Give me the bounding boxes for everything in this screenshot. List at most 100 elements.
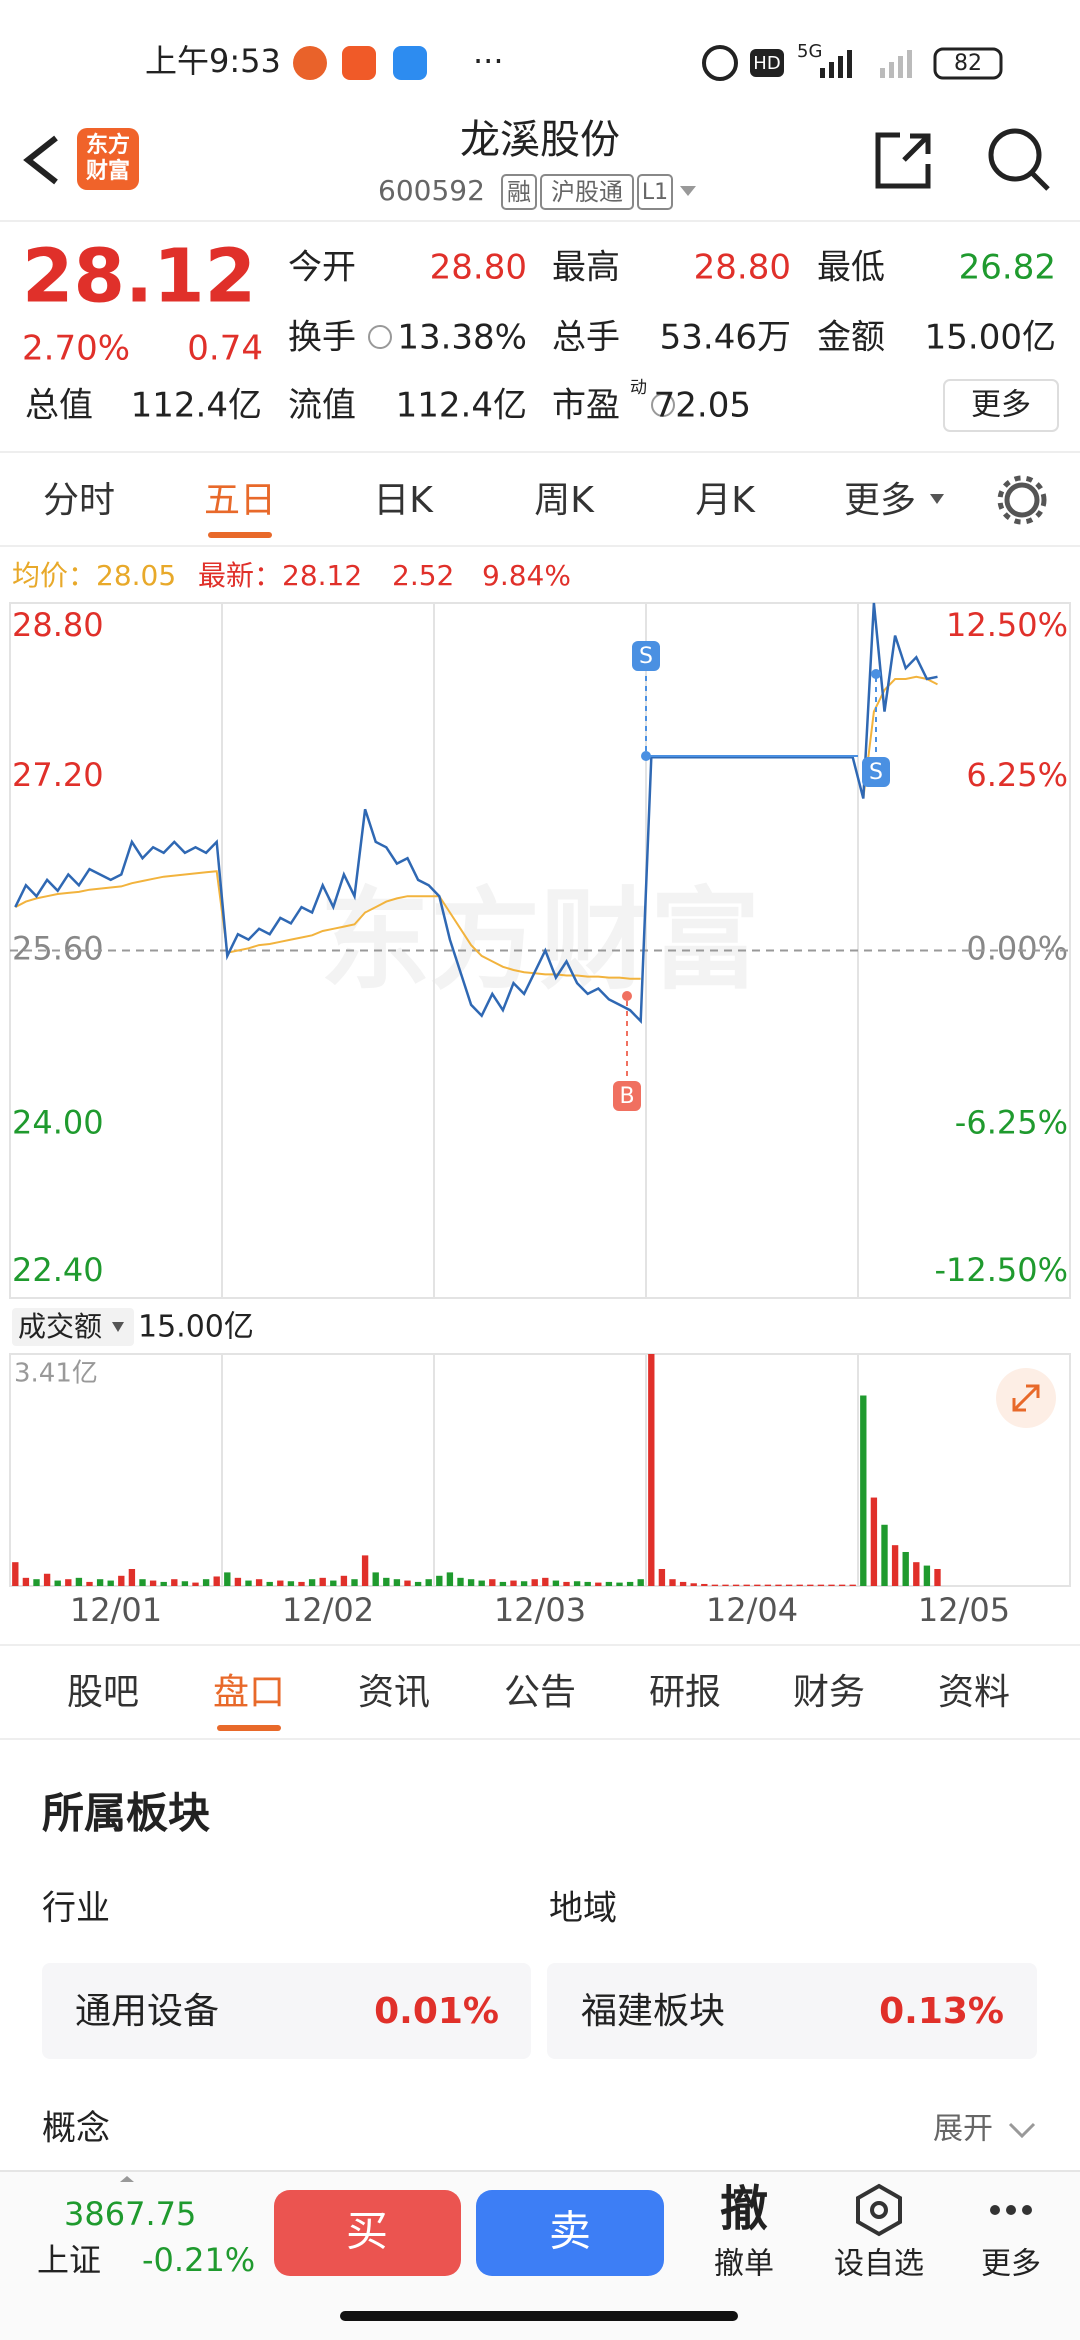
divider: [0, 2170, 1080, 2172]
volume-bar: [202, 1579, 210, 1586]
volume-bar: [255, 1579, 263, 1586]
volume-selector[interactable]: [12, 1308, 134, 1346]
volume-bar: [542, 1577, 549, 1586]
sector-change: 0.13%: [879, 1991, 1004, 2032]
more-icon[interactable]: [990, 2205, 1032, 2215]
buy-text: 买: [346, 2207, 388, 2256]
tab[interactable]: 周K: [534, 480, 595, 521]
sector-label: 行业: [42, 1889, 110, 1929]
tab[interactable]: 股吧: [67, 1672, 139, 1713]
index-arrow[interactable]: [120, 2176, 134, 2182]
change: 0.74: [187, 329, 263, 369]
tab[interactable]: 研报: [649, 1672, 721, 1713]
marker-label: S: [639, 644, 653, 669]
volume-bar: [319, 1577, 326, 1586]
watch-icon[interactable]: [856, 2183, 902, 2237]
sector-name: 福建板块: [581, 1991, 725, 2032]
dropdown-arrow: [112, 1322, 124, 1332]
field-value: 53.46万: [660, 318, 791, 358]
status-icon: [293, 46, 327, 80]
dropdown-arrow[interactable]: [680, 186, 696, 196]
tab[interactable]: 财务: [793, 1672, 865, 1713]
volume-bar: [181, 1581, 189, 1586]
volume-chart: 3.41亿 12/01 12/02 12/03 12/04 12/05: [9, 1353, 1071, 1629]
field-label: 金额: [817, 318, 885, 358]
volume-bar: [54, 1580, 61, 1586]
info-icon[interactable]: [368, 325, 392, 349]
tab[interactable]: 资讯: [358, 1672, 430, 1713]
sector-change: 0.01%: [374, 1991, 499, 2032]
tab[interactable]: 日K: [373, 480, 434, 521]
tab-underline: [208, 532, 272, 538]
search-button[interactable]: [988, 128, 1042, 182]
volume-bar: [43, 1573, 51, 1586]
share-button[interactable]: [875, 132, 931, 189]
marker-badge: [632, 641, 660, 671]
settings-button[interactable]: [1004, 482, 1040, 518]
expand-link[interactable]: 展开: [933, 2112, 993, 2147]
volume-bar: [340, 1575, 348, 1586]
back-button[interactable]: [23, 135, 58, 185]
tab[interactable]: 公告: [504, 1672, 576, 1713]
cancel-icon[interactable]: 撤: [720, 2181, 768, 2237]
more-text: 更多: [981, 2247, 1041, 2282]
signal: [820, 50, 912, 78]
volume-bar: [807, 1584, 814, 1586]
status-time: 上午9:53: [145, 42, 281, 80]
volume-bar: [224, 1572, 231, 1586]
volume-bar: [118, 1575, 125, 1586]
buy-button[interactable]: [274, 2190, 461, 2276]
volume-tick-label: 3.41亿: [14, 1359, 98, 1389]
volume-bar: [22, 1577, 30, 1586]
price-line: [14, 602, 938, 1025]
cancel-text: 撤单: [714, 2247, 774, 2282]
volume-bar: [425, 1579, 432, 1586]
tab[interactable]: 五日: [204, 480, 276, 521]
tab[interactable]: 资料: [938, 1672, 1010, 1713]
price-chart: 东方财富 22.40 24.00 25.60 27.20 28.80 -12.50% -6.2…: [9, 602, 1071, 1299]
volume-bar: [139, 1579, 146, 1586]
sector-card[interactable]: [547, 1963, 1037, 2059]
more-button[interactable]: [943, 379, 1059, 432]
sector-label: 概念: [42, 2109, 110, 2149]
x-tick-label: 12/03: [494, 1591, 586, 1629]
tab[interactable]: 盘口: [213, 1672, 285, 1713]
index-value: 3867.75: [64, 2195, 196, 2233]
volume-bar: [690, 1583, 697, 1586]
dot: [1006, 2205, 1016, 2215]
field-label: 最低: [817, 248, 885, 288]
x-tick-label: 12/01: [70, 1591, 162, 1629]
volume-bar: [499, 1581, 507, 1586]
logo[interactable]: [77, 128, 139, 190]
home-indicator: [340, 2311, 738, 2321]
battery: [933, 47, 1003, 80]
divider: [0, 1644, 1080, 1646]
info-icon[interactable]: [651, 393, 675, 417]
y2-tick-label: 0.00%: [966, 930, 1068, 968]
divider: [0, 451, 1080, 453]
sell-button[interactable]: [476, 2190, 664, 2276]
network-text: 5G: [797, 41, 822, 62]
expand-chevron: [1008, 2122, 1036, 2139]
divider: [0, 545, 1080, 547]
tag-box: [637, 174, 673, 210]
watch-text: 设自选: [834, 2247, 924, 2282]
volume-bar: [679, 1581, 687, 1586]
volume-bar: [372, 1572, 379, 1586]
volume-bar: [849, 1584, 856, 1586]
field-value: 28.80: [430, 248, 527, 288]
tab[interactable]: 月K: [695, 480, 756, 521]
status-icon: [342, 46, 376, 80]
volume-bar: [796, 1584, 803, 1586]
tab[interactable]: 分时: [43, 480, 115, 521]
volume-bar: [754, 1584, 761, 1586]
y2-tick-label: 12.50%: [946, 606, 1068, 644]
x-tick-label: 12/05: [918, 1591, 1010, 1629]
volume-bar: [891, 1545, 899, 1586]
volume-bar: [457, 1577, 464, 1586]
sector-card[interactable]: [42, 1963, 531, 2059]
volume-bar: [817, 1584, 825, 1586]
tab[interactable]: 更多: [844, 480, 916, 521]
volume-bar: [881, 1524, 888, 1586]
volume-bar: [361, 1555, 369, 1586]
